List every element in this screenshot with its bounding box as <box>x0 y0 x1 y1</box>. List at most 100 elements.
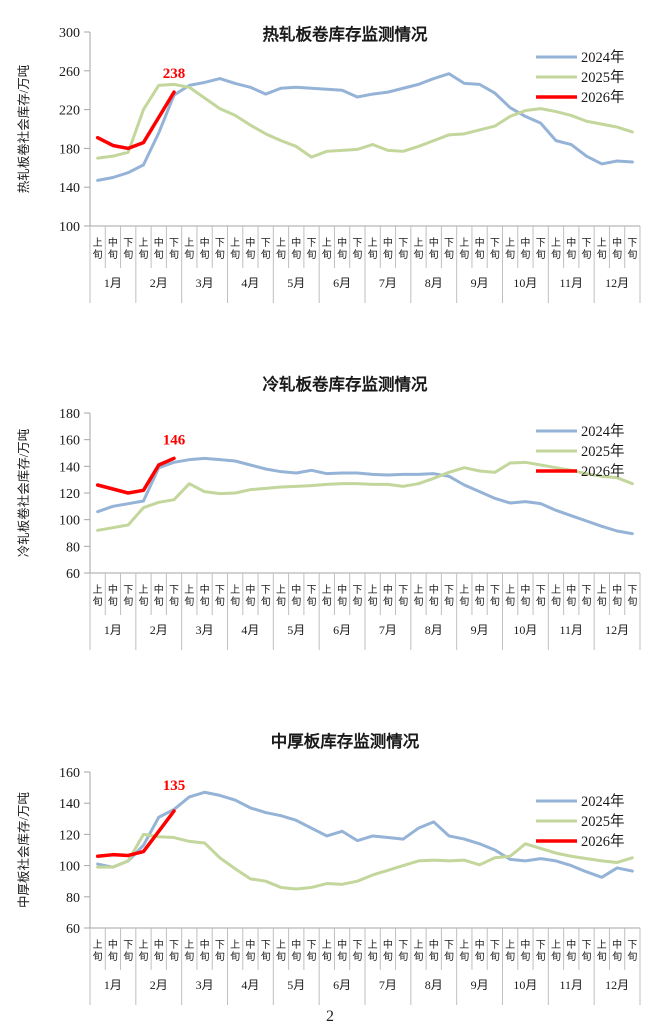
y-tick-label: 300 <box>59 26 80 41</box>
month-label: 10月 <box>513 276 537 290</box>
month-label: 5月 <box>287 623 305 637</box>
period-label: 中旬 <box>612 583 622 608</box>
period-label: 下旬 <box>536 585 546 608</box>
period-label: 中旬 <box>520 938 530 963</box>
y-tick-label: 100 <box>59 860 80 875</box>
period-label: 上旬 <box>276 584 286 608</box>
period-label: 下旬 <box>261 585 271 608</box>
period-label: 下旬 <box>123 238 133 261</box>
period-label: 下旬 <box>627 940 637 963</box>
period-label: 中旬 <box>383 938 393 963</box>
month-label: 9月 <box>471 978 489 992</box>
period-label: 上旬 <box>505 939 515 963</box>
month-label: 6月 <box>333 623 351 637</box>
y-tick-label: 220 <box>59 104 80 119</box>
y-tick-label: 100 <box>59 220 80 235</box>
month-label: 10月 <box>513 978 537 992</box>
month-label: 4月 <box>241 978 259 992</box>
period-label: 上旬 <box>230 237 240 261</box>
period-label: 下旬 <box>627 585 637 608</box>
period-label: 中旬 <box>154 583 164 608</box>
period-label: 中旬 <box>566 583 576 608</box>
period-label: 上旬 <box>93 939 103 963</box>
period-label: 下旬 <box>582 585 592 608</box>
month-label: 7月 <box>379 623 397 637</box>
period-label: 下旬 <box>123 585 133 608</box>
y-tick-label: 140 <box>59 460 80 475</box>
period-label: 中旬 <box>200 236 210 261</box>
period-label: 上旬 <box>184 939 194 963</box>
period-label: 下旬 <box>261 238 271 261</box>
series-line-2024年 <box>96 72 634 182</box>
period-label: 上旬 <box>597 939 607 963</box>
month-label: 2月 <box>150 276 168 290</box>
month-label: 11月 <box>559 623 583 637</box>
period-label: 下旬 <box>490 238 500 261</box>
month-label: 3月 <box>196 623 214 637</box>
legend-label-2025年: 2025年 <box>581 813 625 830</box>
month-label: 8月 <box>425 978 443 992</box>
month-label: 9月 <box>471 276 489 290</box>
month-label: 11月 <box>559 978 583 992</box>
y-tick-label: 260 <box>59 65 80 80</box>
month-label: 5月 <box>287 276 305 290</box>
y-tick-label: 80 <box>66 540 80 555</box>
y-tick-label: 120 <box>59 487 80 502</box>
period-label: 中旬 <box>154 236 164 261</box>
period-label: 下旬 <box>215 585 225 608</box>
period-label: 上旬 <box>551 237 561 261</box>
y-axis-title: 中厚板社会库存/万吨 <box>16 792 31 908</box>
period-label: 下旬 <box>536 238 546 261</box>
period-label: 上旬 <box>276 237 286 261</box>
chart-title: 热轧板卷库存监测情况 <box>263 24 429 44</box>
period-label: 中旬 <box>337 236 347 261</box>
annotation-value-label: 146 <box>163 432 186 448</box>
month-label: 12月 <box>605 978 629 992</box>
annotation-value-label: 238 <box>163 66 186 82</box>
period-label: 下旬 <box>307 238 317 261</box>
period-label: 上旬 <box>368 584 378 608</box>
period-label: 上旬 <box>413 237 423 261</box>
series-line-2025年 <box>96 460 634 532</box>
period-label: 下旬 <box>169 940 179 963</box>
series-line-2026年 <box>95 809 176 858</box>
month-label: 6月 <box>333 276 351 290</box>
period-label: 中旬 <box>108 236 118 261</box>
period-label: 上旬 <box>551 939 561 963</box>
month-label: 3月 <box>196 276 214 290</box>
period-label: 中旬 <box>383 236 393 261</box>
period-label: 下旬 <box>444 585 454 608</box>
period-label: 中旬 <box>520 583 530 608</box>
period-label: 上旬 <box>276 939 286 963</box>
month-label: 1月 <box>104 978 122 992</box>
month-label: 5月 <box>287 978 305 992</box>
y-tick-label: 100 <box>59 514 80 529</box>
chart-title: 中厚板库存监测情况 <box>271 731 420 751</box>
period-label: 中旬 <box>612 236 622 261</box>
period-label: 中旬 <box>429 236 439 261</box>
month-label: 12月 <box>605 276 629 290</box>
legend-label-2026年: 2026年 <box>581 463 625 480</box>
month-label: 8月 <box>425 276 443 290</box>
y-tick-label: 160 <box>59 434 80 449</box>
period-label: 中旬 <box>154 938 164 963</box>
period-label: 上旬 <box>505 584 515 608</box>
series-line-2026年 <box>95 456 176 495</box>
period-label: 中旬 <box>108 938 118 963</box>
legend-label-2024年: 2024年 <box>581 793 625 810</box>
period-label: 中旬 <box>108 583 118 608</box>
period-label: 下旬 <box>307 940 317 963</box>
period-label: 中旬 <box>612 938 622 963</box>
period-label: 中旬 <box>291 236 301 261</box>
period-label: 上旬 <box>93 584 103 608</box>
period-label: 中旬 <box>475 938 485 963</box>
y-tick-label: 60 <box>66 922 80 937</box>
period-label: 下旬 <box>490 585 500 608</box>
month-label: 8月 <box>425 623 443 637</box>
period-label: 中旬 <box>566 938 576 963</box>
month-label: 6月 <box>333 978 351 992</box>
y-tick-label: 140 <box>59 181 80 196</box>
legend-label-2025年: 2025年 <box>581 443 625 460</box>
period-label: 上旬 <box>93 237 103 261</box>
page-number: 2 <box>326 1008 334 1025</box>
